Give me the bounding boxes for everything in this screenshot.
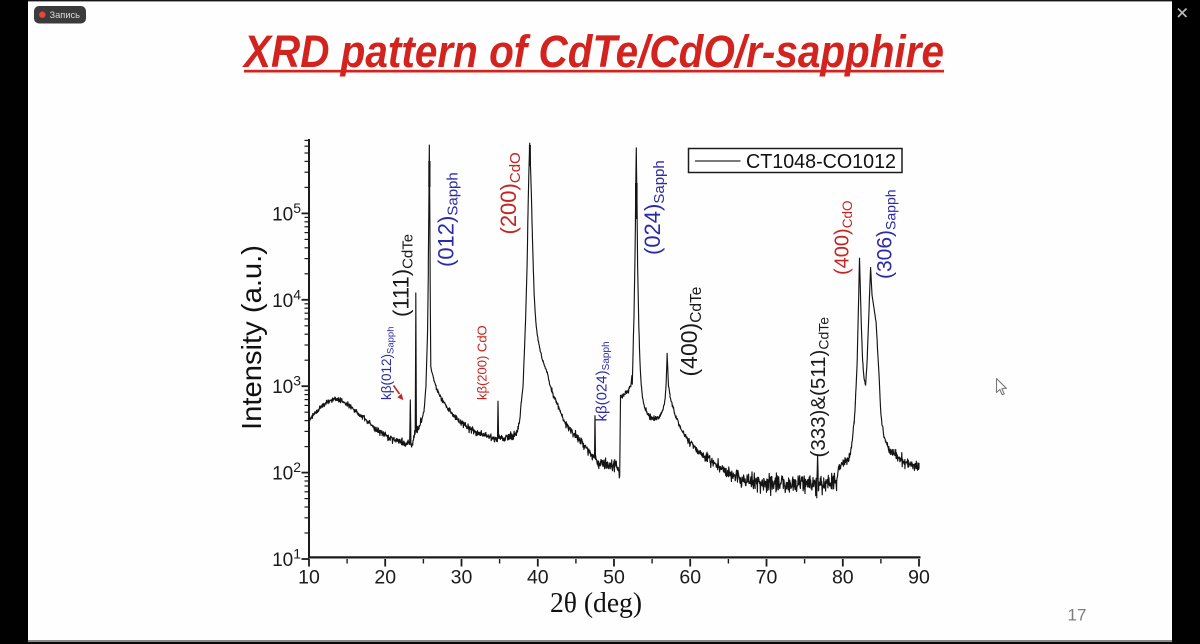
svg-text:90: 90 (908, 567, 930, 589)
svg-text:(333)&(511)CdTe: (333)&(511)CdTe (807, 317, 832, 458)
svg-text:80: 80 (832, 567, 854, 589)
svg-text:103: 103 (272, 373, 301, 399)
svg-text:2θ (deg): 2θ (deg) (550, 587, 642, 619)
svg-text:50: 50 (603, 567, 625, 589)
svg-text:Intensity (a.u.): Intensity (a.u.) (236, 245, 267, 430)
svg-text:70: 70 (756, 567, 778, 589)
svg-text:10: 10 (298, 567, 320, 589)
svg-text:20: 20 (374, 567, 396, 589)
svg-text:(024)Sapph: (024)Sapph (640, 160, 668, 255)
svg-text:Запись: Запись (50, 10, 81, 20)
svg-text:(012)Sapph: (012)Sapph (434, 172, 462, 267)
svg-text:30: 30 (451, 567, 473, 589)
svg-text:XRD pattern of CdTe/CdO/r-sapp: XRD pattern of CdTe/CdO/r-sapphire (241, 26, 944, 77)
svg-text:40: 40 (527, 567, 549, 589)
svg-text:CT1048-CO1012: CT1048-CO1012 (746, 151, 896, 173)
svg-text:60: 60 (679, 567, 701, 589)
svg-text:kβ(200) CdO: kβ(200) CdO (475, 325, 490, 400)
svg-text:17: 17 (1068, 606, 1087, 625)
